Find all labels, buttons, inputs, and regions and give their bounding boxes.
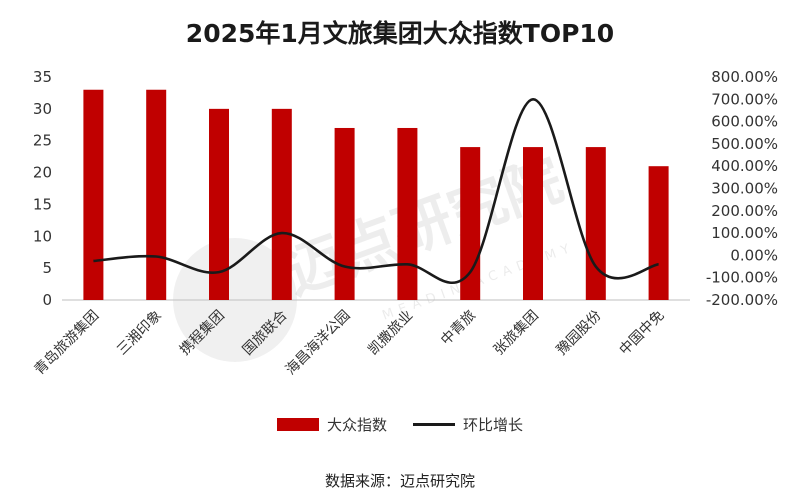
x-tick-label: 青岛旅游集团 — [31, 307, 102, 378]
bar — [83, 89, 104, 300]
y-left-tick-label: 15 — [33, 195, 52, 213]
x-tick-label: 中国中免 — [617, 308, 668, 359]
y-left-tick-label: 35 — [33, 68, 52, 86]
bar-series — [83, 89, 669, 300]
x-tick-label: 三湘印象 — [114, 308, 165, 359]
y-right-tick-label: 800.00% — [711, 68, 778, 86]
x-tick-label: 张旅集团 — [490, 307, 542, 359]
legend-item-line: 环比增长 — [413, 414, 523, 435]
bar — [460, 147, 481, 300]
x-tick-label: 豫园股份 — [554, 308, 605, 359]
bar — [334, 127, 355, 300]
legend-bar-label: 大众指数 — [326, 416, 387, 434]
chart-title: 2025年1月文旅集团大众指数TOP10 — [185, 19, 615, 48]
y-right-tick-label: 500.00% — [711, 135, 778, 153]
bar — [523, 147, 543, 300]
y-right-tick-label: 400.00% — [711, 157, 778, 175]
y-right-tick-label: 200.00% — [711, 202, 778, 220]
legend-bar-swatch — [276, 418, 319, 431]
growth-line — [93, 97, 659, 285]
y-left-tick-label: 5 — [42, 259, 52, 277]
bar — [397, 127, 418, 300]
y-right-tick-label: 100.00% — [711, 224, 778, 242]
x-tick-label: 中青旅 — [438, 308, 479, 349]
bar — [209, 108, 229, 300]
line-series — [93, 97, 659, 285]
y-left-tick-label: 25 — [33, 132, 52, 150]
y-right-tick-label: -200.00% — [706, 291, 778, 309]
y-right-tick-label: 700.00% — [711, 90, 778, 108]
y-left-tick-label: 0 — [42, 291, 52, 309]
y-left-tick-label: 10 — [33, 227, 52, 245]
y-left-tick-label: 20 — [33, 164, 52, 182]
source-note: 数据来源：迈点研究院 — [324, 472, 475, 490]
legend-line-label: 环比增长 — [463, 416, 524, 434]
y-left-tick-label: 30 — [33, 100, 52, 118]
bar — [146, 89, 167, 300]
legend-line-swatch — [413, 423, 455, 426]
bar — [585, 147, 606, 300]
bar — [648, 166, 669, 300]
y-right-tick-label: -100.00% — [706, 269, 778, 287]
y-right-tick-label: 600.00% — [711, 113, 778, 131]
legend: 大众指数 环比增长 — [0, 414, 800, 435]
y-right-tick-label: 300.00% — [711, 180, 778, 198]
y-right-tick-label: 0.00% — [730, 246, 778, 264]
legend-item-bar: 大众指数 — [276, 414, 387, 435]
bar — [271, 108, 292, 300]
